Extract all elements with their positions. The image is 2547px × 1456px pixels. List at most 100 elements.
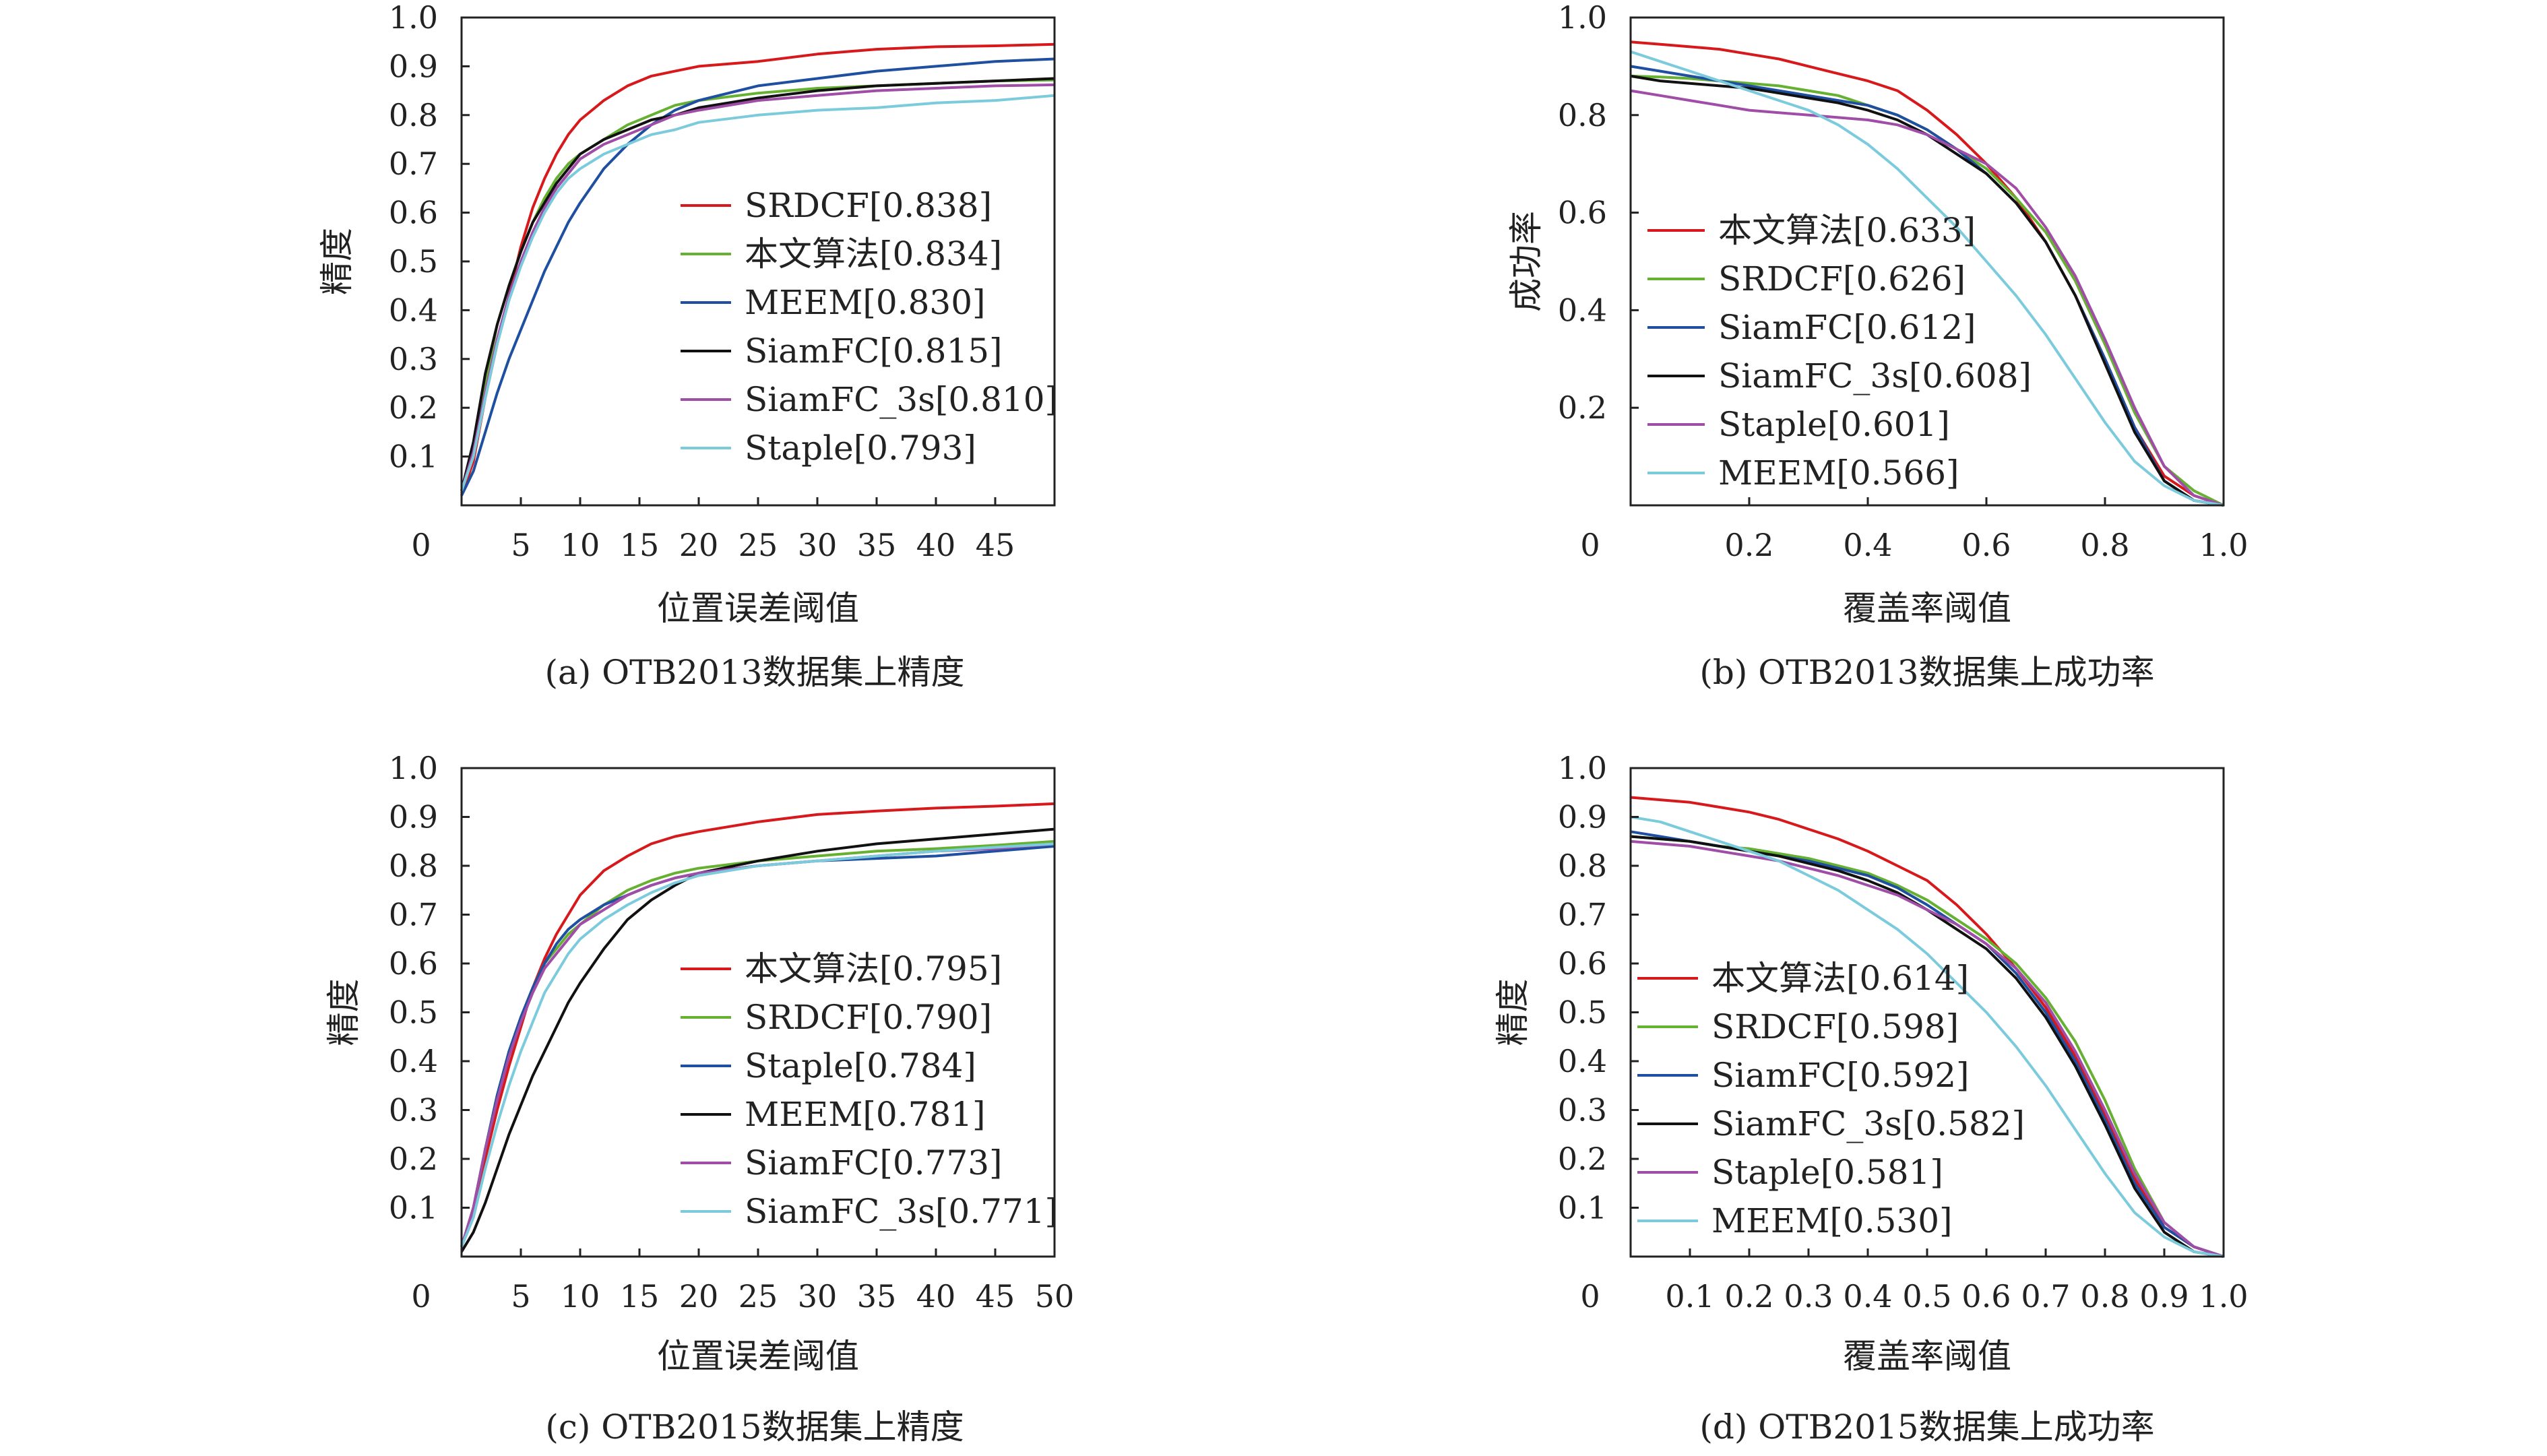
y-tick-label: 1.0 [389, 750, 438, 786]
legend: 本文算法[0.614] SRDCF[0.598] SiamFC[0.592] Siam… [1637, 959, 2025, 1240]
x-tick-label: 15 [620, 1278, 660, 1315]
x-tick-label: 0.4 [1843, 1278, 1892, 1315]
y-tick-label: 0.2 [389, 1141, 438, 1177]
y-axis-label: 成功率 [1507, 211, 1546, 312]
y-axis-label: 精度 [1493, 979, 1532, 1046]
legend: 本文算法[0.795] SRDCF[0.790] Staple[0.784] MEEM… [670, 939, 1058, 1242]
legend-entry-label: SiamFC_3s[0.810] [745, 380, 1058, 419]
y-tick-label: 0.5 [1558, 994, 1607, 1031]
x-tick-label: 45 [976, 527, 1015, 563]
y-tick-label: 0.8 [1558, 97, 1607, 133]
y-tick-label: 0.3 [1558, 1092, 1607, 1129]
x-axis-label: 覆盖率阈值 [1843, 1337, 2011, 1376]
legend-entry-label: Staple[0.784] [745, 1046, 976, 1085]
x-axis-label: 位置误差阈值 [657, 589, 859, 628]
y-tick-label: 0.5 [389, 994, 438, 1031]
x-tick-label: 5 [511, 1278, 530, 1315]
legend-entry-label: SiamFC[0.773] [745, 1143, 1003, 1182]
x-tick-label: 0.7 [2021, 1278, 2070, 1315]
legend-entry-label: SiamFC_3s[0.771] [745, 1192, 1058, 1231]
x-tick-label: 1.0 [2199, 1278, 2248, 1315]
y-axis-label: 精度 [324, 979, 363, 1046]
series-line-6 [1630, 815, 2224, 1258]
x-axis-label: 位置误差阈值 [657, 1337, 859, 1376]
x-tick-label: 20 [679, 527, 719, 563]
x-tick-label: 0.2 [1724, 527, 1773, 563]
series-line-6 [460, 94, 1055, 491]
x-tick-label: 40 [916, 1278, 956, 1315]
origin-label: 0 [411, 527, 431, 563]
y-tick-label: 1.0 [389, 0, 438, 36]
y-tick-label: 0.7 [389, 146, 438, 182]
legend-entry-label: SRDCF[0.626] [1718, 259, 1966, 298]
origin-label: 0 [1580, 1278, 1600, 1315]
chart-panel-2: 0.2 0.4 0.6 0.8 1.0 0.2 0.4 0.6 0.8 1.0 0 覆盖率阈值 成功率 本… [1507, 0, 2249, 692]
series-line-1 [1630, 796, 2224, 1258]
y-tick-label: 1.0 [1558, 0, 1607, 36]
y-tick-label: 0.1 [1558, 1190, 1607, 1226]
legend-entry-label: Staple[0.601] [1718, 405, 1950, 444]
chart-caption: (a) OTB2013数据集上精度 [544, 653, 964, 692]
y-tick-label: 0.8 [1558, 848, 1607, 884]
chart-caption: (c) OTB2015数据集上精度 [545, 1407, 964, 1447]
chart-panel-4: 0.1 0.2 0.3 0.4 0.5 0.6 0.7 0.8 0.9 1.0 0.1 0.2 0.3 0… [1493, 750, 2249, 1447]
legend-entry-label: MEEM[0.530] [1711, 1201, 1953, 1240]
x-tick-label: 15 [620, 527, 660, 563]
x-tick-label: 30 [798, 527, 838, 563]
series-line-6 [460, 842, 1055, 1248]
chart-caption: (b) OTB2013数据集上成功率 [1699, 653, 2154, 692]
legend-entry-label: 本文算法[0.795] [745, 949, 1002, 988]
x-tick-label: 0.8 [2080, 527, 2129, 563]
x-tick-label: 1.0 [2199, 527, 2248, 563]
legend-entry-label: SiamFC[0.592] [1711, 1056, 1970, 1095]
legend-entry-label: SiamFC[0.612] [1718, 308, 1976, 347]
series-line-3 [460, 57, 1055, 497]
legend-entry-label: SRDCF[0.598] [1711, 1007, 1959, 1046]
y-tick-label: 0.8 [389, 848, 438, 884]
y-tick-label: 0.9 [389, 48, 438, 84]
x-axis-label: 覆盖率阈值 [1843, 589, 2011, 628]
y-tick-label: 0.3 [389, 1092, 438, 1129]
y-tick-label: 0.4 [1558, 292, 1607, 328]
origin-label: 0 [411, 1278, 431, 1315]
y-tick-label: 0.3 [389, 341, 438, 377]
series-line-6 [1630, 50, 2224, 507]
series-line-5 [1630, 840, 2224, 1258]
x-tick-label: 0.4 [1843, 527, 1892, 563]
x-tick-label: 35 [857, 1278, 897, 1315]
x-tick-label: 40 [916, 527, 956, 563]
series-line-1 [460, 802, 1055, 1248]
x-tick-label: 30 [798, 1278, 838, 1315]
x-tick-label: 0.1 [1665, 1278, 1714, 1315]
legend-entry-label: SiamFC[0.815] [745, 331, 1003, 371]
series-line-3 [1630, 65, 2224, 507]
y-tick-label: 0.6 [389, 195, 438, 231]
y-tick-label: 0.4 [389, 292, 438, 328]
legend-background [670, 939, 1048, 1242]
legend-entry-label: SRDCF[0.838] [745, 186, 992, 225]
series-line-2 [1630, 835, 2224, 1258]
legend: 本文算法[0.633] SRDCF[0.626] SiamFC[0.612] Siam… [1647, 211, 2032, 493]
x-tick-label: 45 [976, 1278, 1015, 1315]
y-tick-label: 0.6 [1558, 195, 1607, 231]
legend-entry-label: 本文算法[0.614] [1711, 959, 1969, 998]
legend-entry-label: 本文算法[0.834] [745, 234, 1002, 274]
y-axis-label: 精度 [317, 228, 356, 295]
y-tick-label: 0.2 [389, 389, 438, 426]
y-tick-label: 0.6 [389, 945, 438, 982]
y-tick-label: 0.2 [1558, 389, 1607, 426]
legend-entry-label: SRDCF[0.790] [745, 998, 992, 1037]
origin-label: 0 [1580, 527, 1600, 563]
x-tick-label: 50 [1035, 1278, 1075, 1315]
y-tick-label: 0.4 [1558, 1043, 1607, 1079]
y-tick-label: 0.5 [389, 243, 438, 280]
chart-caption: (d) OTB2015数据集上成功率 [1699, 1407, 2154, 1447]
y-tick-label: 0.8 [389, 97, 438, 133]
x-tick-label: 0.8 [2080, 1278, 2129, 1315]
x-tick-label: 0.5 [1902, 1278, 1951, 1315]
legend-entry-label: Staple[0.793] [745, 429, 976, 468]
series-line-5 [1630, 89, 2224, 507]
series-line-4 [460, 827, 1055, 1253]
y-tick-label: 0.7 [389, 897, 438, 933]
